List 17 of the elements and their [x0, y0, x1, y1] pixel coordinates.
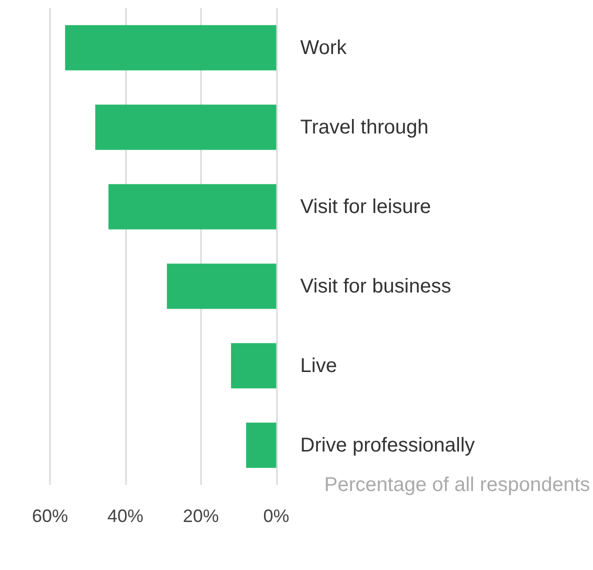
y-tick-label: Travel through	[300, 116, 428, 138]
bar	[231, 343, 276, 388]
x-tick-label: 60%	[32, 506, 68, 526]
x-tick-label: 0%	[263, 506, 290, 526]
y-tick-label: Visit for business	[300, 275, 452, 298]
y-tick-label: Work	[300, 36, 348, 59]
bar	[246, 422, 276, 468]
bar	[108, 184, 276, 230]
y-tick-label: Visit for leisure	[300, 196, 432, 218]
bar	[95, 104, 276, 150]
x-tick-label: 20%	[182, 506, 219, 526]
y-tick-label: Live	[300, 354, 337, 377]
x-axis-title: Percentage of all respondents	[324, 474, 590, 496]
x-tick-label: 40%	[107, 506, 144, 526]
y-tick-label: Drive professionally	[300, 434, 475, 456]
bar	[65, 25, 276, 70]
bar	[166, 264, 276, 309]
